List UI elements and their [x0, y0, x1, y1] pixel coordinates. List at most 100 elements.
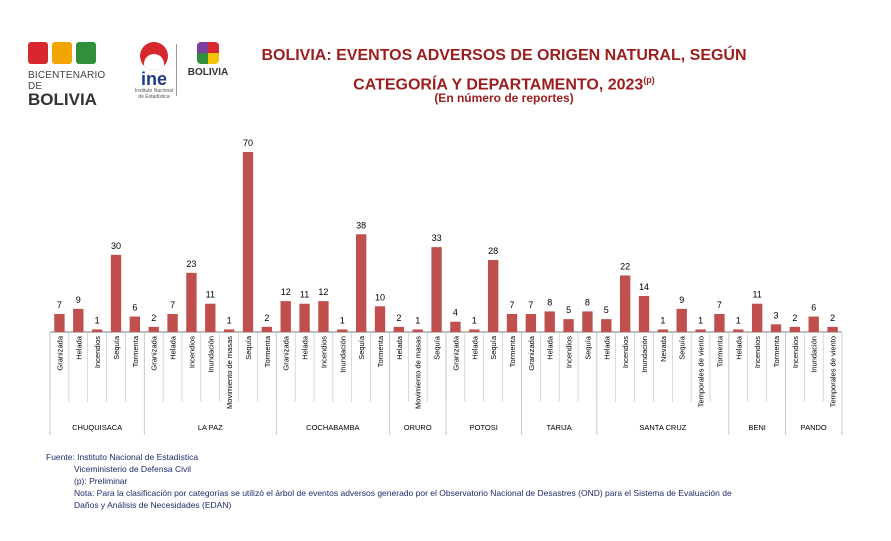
data-label: 38 — [356, 220, 366, 230]
data-label: 11 — [300, 290, 309, 300]
data-label: 2 — [830, 313, 835, 323]
data-label: 23 — [186, 259, 196, 269]
bar — [73, 308, 84, 332]
logo-bicentenario-line1: BICENTENARIO DE — [28, 70, 106, 92]
logo-bicentenario: BICENTENARIO DE BOLIVIA — [28, 42, 116, 108]
bar — [789, 326, 801, 332]
bar — [54, 314, 65, 332]
tick-label: Sequía — [489, 335, 498, 360]
estado-emblem-icon — [197, 42, 219, 64]
bar — [148, 326, 159, 332]
footer-preliminary: (p): Preliminar — [74, 476, 128, 486]
bar — [431, 247, 442, 332]
group-label: ORURO — [404, 423, 432, 432]
logo-ine-word: ine — [140, 69, 167, 89]
data-label: 2 — [264, 313, 269, 323]
bicentenario-mark-icon — [28, 42, 116, 64]
tick-label: Tormenta — [376, 335, 385, 367]
bar — [601, 319, 612, 332]
bar — [261, 326, 273, 332]
bar — [91, 329, 103, 332]
logo-bicentenario-line2: BOLIVIA — [28, 90, 97, 109]
logo-ine-sub: Instituto Nacional de Estadística — [134, 88, 174, 100]
tick-label: Granizada — [282, 335, 291, 370]
bar — [450, 321, 461, 332]
chart-title-line1: BOLIVIA: EVENTOS ADVERSOS DE ORIGEN NATU… — [261, 47, 747, 64]
bar — [167, 314, 178, 332]
bar — [506, 314, 518, 332]
data-label: 5 — [566, 305, 571, 315]
group-label: COCHABAMBA — [306, 423, 359, 432]
bar — [657, 329, 669, 332]
data-label: 1 — [736, 315, 741, 325]
data-label: 7 — [509, 300, 514, 310]
bar — [563, 319, 574, 332]
logo-estado: BOLIVIA — [180, 42, 236, 102]
bar — [129, 316, 141, 332]
data-label: 22 — [620, 261, 630, 271]
bar — [393, 326, 405, 332]
bar — [695, 329, 706, 332]
tick-label: Incendios — [319, 336, 328, 368]
data-label: 14 — [639, 282, 649, 292]
data-label: 3 — [773, 310, 778, 320]
tick-label: Inundación — [640, 336, 649, 373]
tick-label: Incendios — [187, 336, 196, 368]
bar — [299, 303, 310, 332]
bar — [223, 329, 235, 332]
tick-label: Inundación — [810, 336, 819, 373]
footer-notes: Fuente: Instituto Nacional de Estadístic… — [46, 451, 732, 511]
bar — [544, 311, 555, 332]
bar — [469, 329, 480, 332]
tick-label: Helada — [395, 335, 404, 360]
tick-label: Sequía — [357, 335, 366, 360]
bar — [676, 308, 687, 332]
chart-subtitle: (En número de reportes) — [434, 91, 574, 105]
tick-label: Helada — [470, 335, 479, 360]
data-label: 33 — [432, 233, 442, 243]
bar — [318, 301, 329, 332]
data-label: 12 — [281, 287, 291, 297]
bar — [770, 324, 782, 332]
bar — [487, 260, 499, 332]
bar — [619, 275, 631, 332]
tick-label: Helada — [734, 335, 743, 360]
data-label: 10 — [375, 292, 385, 302]
tick-label: Granizada — [150, 335, 159, 370]
tick-label: Inundación — [206, 336, 215, 373]
bar — [733, 329, 744, 332]
logo-divider — [176, 44, 177, 96]
data-label: 28 — [488, 246, 498, 256]
tick-label: Incendios — [753, 336, 762, 368]
bar — [280, 301, 291, 332]
data-label: 6 — [132, 303, 137, 313]
data-label: 1 — [227, 315, 232, 325]
footer-note-2: Daños y Análisis de Necesidades (EDAN) — [74, 500, 232, 510]
data-label: 1 — [95, 315, 100, 325]
data-label: 1 — [472, 315, 477, 325]
tick-label: Sequía — [678, 335, 687, 360]
tick-label: Tormenta — [263, 335, 272, 367]
footer-note: Nota: Para la clasificación por categorí… — [74, 488, 732, 498]
footer-source-2: Viceministerio de Defensa Civil — [74, 464, 192, 474]
tick-label: Incendios — [791, 336, 800, 368]
data-label: 9 — [679, 295, 684, 305]
bar — [525, 314, 537, 332]
bar — [242, 152, 254, 332]
bar — [355, 234, 367, 332]
bar — [110, 254, 122, 332]
tick-label: Incendios — [565, 336, 574, 368]
group-label: TARIJA — [547, 423, 572, 432]
chart-title-sup: (p) — [643, 75, 655, 85]
data-label: 6 — [811, 303, 816, 313]
bar — [374, 306, 386, 332]
bar — [808, 316, 819, 332]
data-label: 11 — [206, 290, 215, 300]
data-label: 2 — [396, 313, 401, 323]
tick-label: Sequía — [244, 335, 253, 360]
data-label: 2 — [792, 313, 797, 323]
data-label: 8 — [547, 297, 552, 307]
bar — [337, 329, 348, 332]
data-label: 9 — [76, 295, 81, 305]
tick-label: Tormenta — [715, 335, 724, 367]
